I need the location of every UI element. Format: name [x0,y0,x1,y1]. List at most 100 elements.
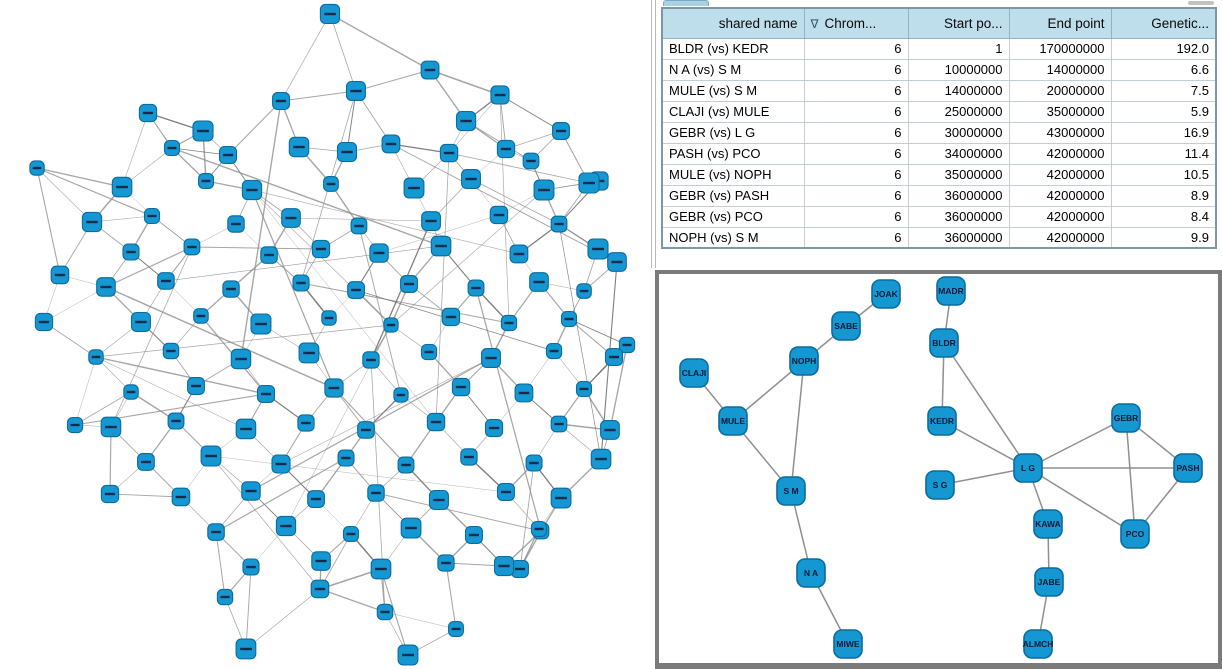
table-cell-genetic[interactable]: 5.9 [1110,100,1217,123]
network-node-KAWA[interactable]: KAWA [1033,509,1063,539]
table-row[interactable]: NOPH (vs) S M 6 36000000 42000000 9.9 [661,226,1217,249]
network-node[interactable] [130,311,151,332]
network-node[interactable] [250,313,272,335]
node-shape[interactable] [833,629,863,659]
network-node[interactable] [310,579,330,599]
table-cell-genetic[interactable]: 8.4 [1110,205,1217,228]
column-header-shared-name[interactable]: shared name [661,7,805,39]
network-node[interactable] [271,454,291,474]
table-cell-shared-name[interactable]: CLAJI (vs) MULE [661,100,805,123]
network-node[interactable] [533,179,555,201]
node-shape[interactable] [871,279,901,309]
network-node[interactable] [207,523,225,541]
overview-network-canvas[interactable] [0,0,650,669]
network-node[interactable] [397,456,415,474]
network-node[interactable] [600,420,620,440]
network-node-BLDR[interactable]: BLDR [929,328,959,358]
network-node[interactable] [235,638,257,660]
network-node[interactable] [350,217,368,235]
table-cell-shared-name[interactable]: N A (vs) S M [661,58,805,81]
network-node[interactable] [218,145,238,165]
network-node[interactable] [437,554,455,572]
table-cell-genetic[interactable]: 7.5 [1110,79,1217,102]
table-cell-end-point[interactable]: 20000000 [1008,79,1112,102]
network-node[interactable] [227,215,245,233]
network-node[interactable] [522,152,540,170]
table-cell-start-position[interactable]: 30000000 [907,121,1010,144]
table-cell-shared-name[interactable]: NOPH (vs) S M [661,226,805,249]
network-node[interactable] [357,421,375,439]
network-node[interactable] [321,310,337,326]
network-node[interactable] [34,312,54,332]
network-node[interactable] [138,103,158,123]
network-node[interactable] [383,317,399,333]
network-node[interactable] [455,110,477,132]
network-node[interactable] [481,348,501,368]
table-cell-chromosome[interactable]: 6 [803,184,909,207]
network-node[interactable] [552,122,570,140]
network-node[interactable] [171,487,191,507]
network-node[interactable] [607,252,627,272]
network-node[interactable] [400,275,418,293]
network-node-MIWE[interactable]: MIWE [833,629,863,659]
network-node[interactable] [347,281,365,299]
network-node[interactable] [400,517,422,539]
table-cell-chromosome[interactable]: 6 [803,37,909,60]
table-cell-genetic[interactable]: 11.4 [1110,142,1217,165]
table-cell-chromosome[interactable]: 6 [803,142,909,165]
network-node[interactable] [66,416,84,434]
network-node[interactable] [403,177,425,199]
table-row[interactable]: PASH (vs) PCO 6 34000000 42000000 11.4 [661,142,1217,165]
network-node[interactable] [439,143,459,163]
network-node-ALMCH[interactable]: ALMCH [1023,629,1054,659]
column-header-start-position[interactable]: Start po... [907,7,1010,39]
node-shape[interactable] [1034,567,1064,597]
network-node[interactable] [496,139,516,159]
node-shape[interactable] [936,276,966,306]
network-node[interactable] [514,383,534,403]
table-cell-start-position[interactable]: 36000000 [907,205,1010,228]
network-node-PCO[interactable]: PCO [1120,519,1150,549]
node-shape[interactable] [831,311,861,341]
node-shape[interactable] [789,346,819,376]
network-node[interactable] [167,412,185,430]
table-cell-genetic[interactable]: 192.0 [1110,37,1217,60]
network-node[interactable] [578,172,600,194]
network-node-NA[interactable]: N A [796,558,826,588]
network-node[interactable] [430,235,452,257]
network-node[interactable] [157,272,175,290]
node-shape[interactable] [929,328,959,358]
table-cell-start-position[interactable]: 36000000 [907,184,1010,207]
table-cell-shared-name[interactable]: BLDR (vs) KEDR [661,37,805,60]
network-node[interactable] [496,482,515,501]
network-node[interactable] [337,449,355,467]
network-node[interactable] [111,176,133,198]
network-node[interactable] [441,307,461,327]
table-cell-shared-name[interactable]: GEBR (vs) PCO [661,205,805,228]
network-node[interactable] [575,380,593,398]
network-node[interactable] [381,134,401,154]
table-cell-chromosome[interactable]: 6 [803,205,909,228]
table-cell-start-position[interactable]: 10000000 [907,58,1010,81]
network-node[interactable] [307,490,325,508]
network-node[interactable] [550,415,568,433]
table-cell-chromosome[interactable]: 6 [803,226,909,249]
network-node[interactable] [529,272,549,292]
network-node-MULE[interactable]: MULE [718,406,748,436]
table-cell-end-point[interactable]: 42000000 [1008,163,1112,186]
network-node[interactable] [100,416,122,438]
table-row[interactable]: MULE (vs) S M 6 14000000 20000000 7.5 [661,79,1217,102]
network-node[interactable] [362,351,380,369]
network-node[interactable] [448,621,464,637]
network-node[interactable] [550,215,568,233]
network-node[interactable] [198,173,215,190]
network-node[interactable] [323,176,339,192]
table-cell-start-position[interactable]: 25000000 [907,100,1010,123]
network-node[interactable] [123,384,139,400]
network-node-GEBR[interactable]: GEBR [1111,403,1141,433]
network-node[interactable] [311,551,331,571]
network-node[interactable] [493,555,515,577]
table-cell-end-point[interactable]: 42000000 [1008,226,1112,249]
network-node[interactable] [397,644,419,666]
network-node[interactable] [525,454,543,472]
